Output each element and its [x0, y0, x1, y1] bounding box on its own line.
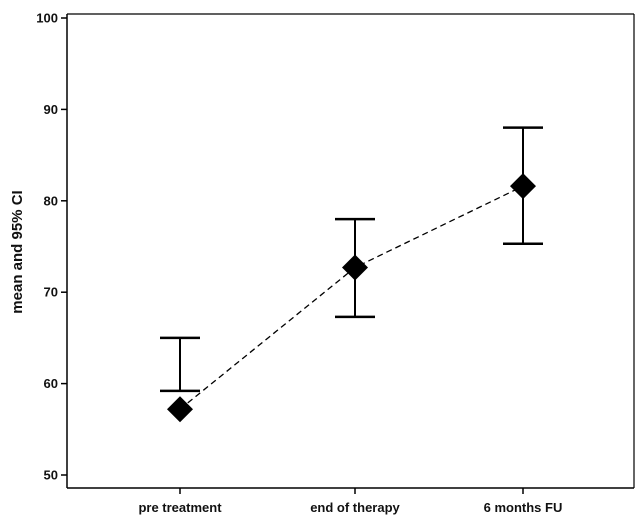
mean-point: [167, 396, 193, 423]
y-tick-label: 50: [44, 468, 58, 483]
y-tick-label: 90: [44, 102, 58, 117]
data-marks: [160, 126, 543, 423]
y-axis-title: mean and 95% CI: [9, 190, 26, 313]
y-axis: 50 60 70 80 90 100: [36, 11, 67, 483]
y-tick-label: 100: [36, 11, 58, 26]
x-tick-label: pre treatment: [138, 500, 222, 515]
y-tick-label: 80: [44, 193, 58, 208]
y-tick-label: 60: [44, 376, 58, 391]
mean-point: [510, 173, 536, 200]
y-tick-label: 70: [44, 285, 58, 300]
x-tick-label: end of therapy: [310, 500, 400, 515]
x-tick-label: 6 months FU: [484, 500, 563, 515]
x-axis: pre treatment end of therapy 6 months FU: [138, 488, 562, 515]
plot-frame: [66, 13, 635, 489]
mean-point: [342, 254, 368, 281]
